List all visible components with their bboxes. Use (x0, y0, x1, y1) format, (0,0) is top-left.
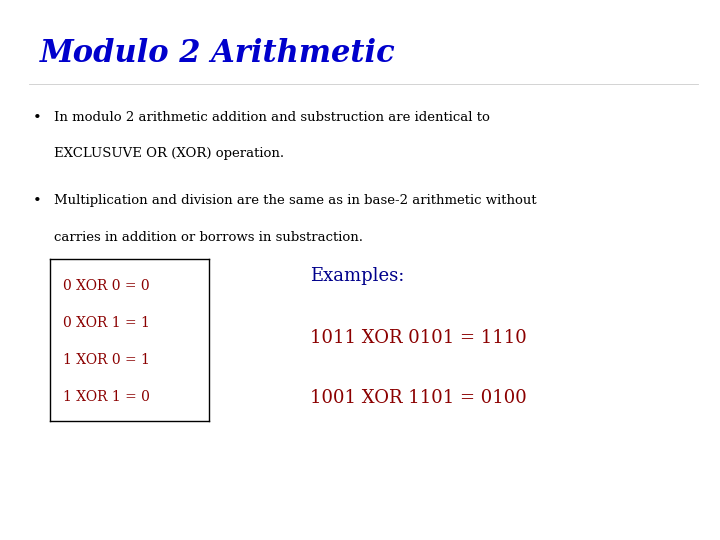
Text: 1 XOR 0 = 1: 1 XOR 0 = 1 (63, 353, 150, 367)
Text: •: • (32, 194, 41, 208)
Text: Multiplication and division are the same as in base-2 arithmetic without: Multiplication and division are the same… (54, 194, 536, 207)
Text: In modulo 2 arithmetic addition and substruction are identical to: In modulo 2 arithmetic addition and subs… (54, 111, 490, 124)
Text: 0 XOR 0 = 0: 0 XOR 0 = 0 (63, 279, 150, 293)
Text: 1001 XOR 1101 = 0100: 1001 XOR 1101 = 0100 (310, 389, 526, 407)
Text: Modulo 2 Arithmetic: Modulo 2 Arithmetic (40, 38, 395, 69)
Text: 1 XOR 1 = 0: 1 XOR 1 = 0 (63, 390, 150, 404)
Text: carries in addition or borrows in substraction.: carries in addition or borrows in substr… (54, 231, 363, 244)
Text: •: • (32, 111, 41, 125)
Text: 0 XOR 1 = 1: 0 XOR 1 = 1 (63, 316, 150, 330)
Text: EXCLUSUVE OR (XOR) operation.: EXCLUSUVE OR (XOR) operation. (54, 147, 284, 160)
Text: Examples:: Examples: (310, 267, 404, 285)
Text: 1011 XOR 0101 = 1110: 1011 XOR 0101 = 1110 (310, 329, 526, 347)
